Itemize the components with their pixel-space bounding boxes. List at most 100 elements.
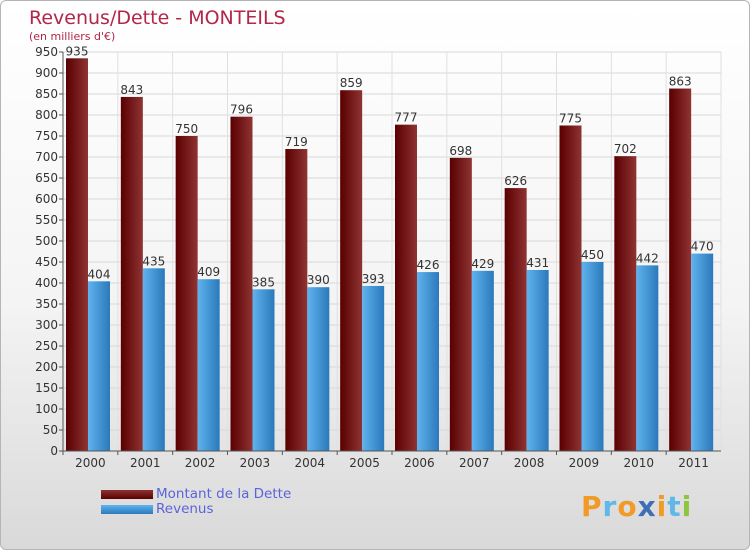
y-tick-label: 950 bbox=[35, 45, 58, 59]
data-label-revenue: 470 bbox=[691, 240, 714, 254]
x-tick-label: 2000 bbox=[75, 456, 106, 470]
legend-label-revenue: Revenus bbox=[156, 501, 214, 517]
grid-layer bbox=[62, 51, 722, 452]
y-tick-label: 300 bbox=[35, 318, 58, 332]
bar-debt bbox=[559, 125, 582, 451]
logo-letter: x bbox=[637, 490, 657, 523]
x-tick-label: 2002 bbox=[185, 456, 216, 470]
y-tick-label: 350 bbox=[35, 297, 58, 311]
bar-debt bbox=[230, 116, 253, 452]
x-tick-label: 2006 bbox=[404, 456, 435, 470]
bar-revenue bbox=[581, 262, 604, 451]
bar-debt bbox=[66, 58, 88, 452]
data-label-debt: 702 bbox=[614, 142, 637, 156]
data-label-revenue: 409 bbox=[197, 265, 220, 279]
data-label-revenue: 390 bbox=[307, 273, 330, 287]
y-tick-label: 100 bbox=[35, 402, 58, 416]
data-label-revenue: 450 bbox=[581, 248, 604, 262]
y-tick-label: 550 bbox=[35, 213, 58, 227]
data-label-debt: 750 bbox=[175, 122, 198, 136]
y-tick-label: 150 bbox=[35, 381, 58, 395]
x-tick-label: 2008 bbox=[514, 456, 545, 470]
y-tick-label: 700 bbox=[35, 150, 58, 164]
chart-subtitle: (en milliers d'€) bbox=[29, 30, 116, 43]
data-label-debt: 719 bbox=[285, 135, 308, 149]
x-tick-label: 2010 bbox=[623, 456, 654, 470]
x-tick-label: 2011 bbox=[678, 456, 709, 470]
bar-revenue bbox=[197, 279, 220, 451]
data-label-debt: 698 bbox=[449, 144, 472, 158]
bar-layer bbox=[66, 58, 714, 452]
data-label-debt: 843 bbox=[120, 83, 143, 97]
logo-letter: P bbox=[581, 490, 603, 523]
bar-debt bbox=[120, 96, 143, 451]
bar-debt bbox=[614, 156, 637, 451]
y-tick-label: 850 bbox=[35, 87, 58, 101]
data-label-debt: 626 bbox=[504, 174, 527, 188]
data-label-debt: 863 bbox=[669, 75, 692, 89]
data-label-revenue: 435 bbox=[142, 254, 165, 268]
logo-letter: t bbox=[667, 490, 682, 523]
y-tick-label: 750 bbox=[35, 129, 58, 143]
logo-letter: r bbox=[602, 490, 618, 523]
data-label-revenue: 431 bbox=[526, 256, 549, 270]
bar-debt bbox=[504, 188, 527, 451]
data-label-debt: 775 bbox=[559, 112, 582, 126]
y-tick-label: 500 bbox=[35, 234, 58, 248]
x-tick-label: 2001 bbox=[130, 456, 161, 470]
axis-layer: 0 50 100 150 200 250 300 350 400 450 500 550 600 650 7… bbox=[35, 45, 721, 470]
y-tick-label: 400 bbox=[35, 276, 58, 290]
bar-revenue bbox=[307, 287, 330, 451]
bar-debt bbox=[395, 124, 417, 451]
y-tick-label: 600 bbox=[35, 192, 58, 206]
bar-revenue bbox=[691, 253, 714, 451]
bar-revenue bbox=[636, 265, 659, 451]
bar-debt bbox=[449, 157, 472, 451]
data-label-debt: 935 bbox=[66, 44, 89, 58]
bar-debt bbox=[285, 149, 308, 451]
x-tick-label: 2005 bbox=[349, 456, 380, 470]
bar-revenue bbox=[417, 272, 439, 451]
y-tick-label: 900 bbox=[35, 66, 58, 80]
bar-revenue bbox=[142, 268, 165, 451]
data-label-revenue: 404 bbox=[88, 267, 111, 281]
label-layer: 935 404 843 435 750 409 796 385 719 390 859 393 777 4… bbox=[66, 44, 714, 289]
legend-swatch-revenue bbox=[101, 505, 153, 514]
bar-revenue bbox=[362, 285, 385, 451]
logo-letter: i bbox=[681, 490, 693, 523]
bar-revenue bbox=[88, 281, 110, 451]
bar-revenue bbox=[526, 269, 549, 451]
bar-debt bbox=[669, 88, 692, 451]
logo-letter: o bbox=[617, 490, 638, 523]
x-tick-label: 2009 bbox=[569, 456, 600, 470]
x-tick-label: 2007 bbox=[459, 456, 490, 470]
data-label-revenue: 426 bbox=[417, 258, 440, 272]
proxiti-logo: Proxiti bbox=[581, 490, 692, 523]
data-label-debt: 859 bbox=[340, 76, 363, 90]
y-tick-label: 650 bbox=[35, 171, 58, 185]
y-tick-label: 450 bbox=[35, 255, 58, 269]
legend-label-debt: Montant de la Dette bbox=[156, 486, 292, 502]
y-tick-label: 50 bbox=[43, 423, 58, 437]
data-label-debt: 777 bbox=[395, 111, 418, 125]
data-label-debt: 796 bbox=[230, 103, 253, 117]
y-tick-label: 800 bbox=[35, 108, 58, 122]
bar-revenue bbox=[471, 270, 494, 451]
data-label-revenue: 385 bbox=[252, 275, 275, 289]
data-label-revenue: 442 bbox=[636, 251, 659, 265]
y-tick-label: 200 bbox=[35, 360, 58, 374]
legend-swatch-debt bbox=[101, 490, 153, 499]
data-label-revenue: 429 bbox=[471, 257, 494, 271]
y-tick-label: 250 bbox=[35, 339, 58, 353]
data-label-revenue: 393 bbox=[362, 272, 385, 286]
logo-letter: i bbox=[656, 490, 668, 523]
x-tick-label: 2003 bbox=[240, 456, 271, 470]
bar-revenue bbox=[252, 289, 275, 451]
chart-title: Revenus/Dette - MONTEILS bbox=[29, 7, 286, 29]
bar-debt bbox=[175, 136, 198, 451]
x-tick-label: 2004 bbox=[294, 456, 325, 470]
y-tick-label: 0 bbox=[50, 444, 58, 458]
bar-debt bbox=[340, 90, 363, 451]
